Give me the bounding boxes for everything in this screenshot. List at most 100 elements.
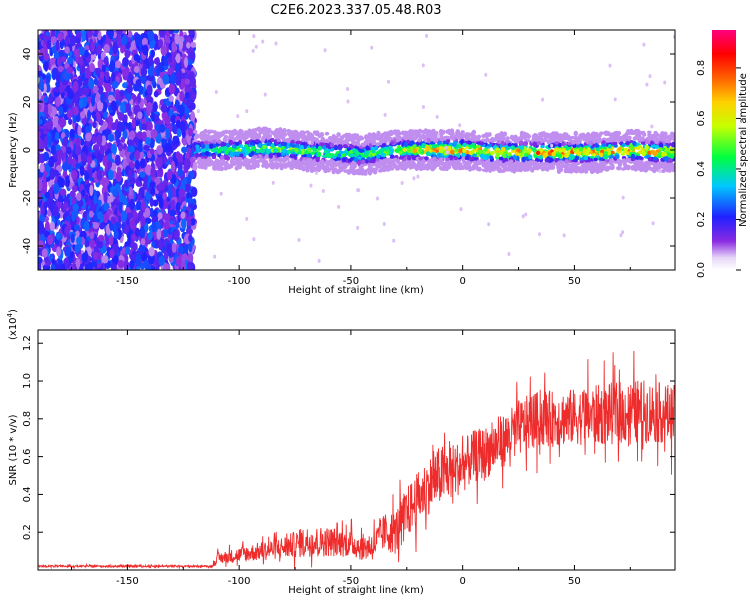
noise-cell — [40, 205, 45, 216]
band-cell — [343, 144, 348, 148]
band-cell — [526, 134, 532, 139]
noise-cell — [187, 253, 194, 263]
noise-cell — [148, 246, 155, 257]
noise-cell — [155, 157, 163, 168]
band-cell — [613, 160, 618, 164]
noise-cell — [78, 98, 84, 109]
band-cell — [521, 156, 526, 162]
noise-cell — [134, 227, 141, 238]
noise-cell — [66, 30, 72, 36]
noise-cell — [146, 264, 152, 270]
noise-cell — [163, 221, 170, 231]
noise-cell — [39, 48, 46, 56]
noise-cell — [38, 118, 43, 125]
noise-cell — [104, 83, 112, 93]
noise-cell — [65, 175, 70, 188]
noise-cell — [143, 144, 150, 151]
noise-cell — [60, 263, 66, 270]
noise-cell — [62, 137, 68, 147]
noise-cell — [116, 121, 123, 133]
noise-cell — [121, 35, 128, 46]
noise-cell — [39, 163, 45, 173]
noise-cell — [67, 56, 74, 65]
noise-cell — [160, 104, 167, 113]
noise-cell — [157, 212, 163, 220]
noise-cell — [77, 125, 82, 137]
noise-cell — [96, 44, 102, 55]
band-cell — [337, 144, 342, 150]
noise-cell — [119, 89, 125, 97]
noise-cell — [136, 200, 142, 211]
band-cell — [594, 167, 599, 174]
noise-cell — [107, 160, 113, 169]
noise-cell — [147, 30, 155, 42]
noise-cell — [76, 192, 82, 202]
noise-cell — [87, 30, 93, 38]
noise-cell — [129, 130, 136, 139]
band-cell — [367, 164, 373, 169]
noise-cell — [80, 152, 87, 163]
noise-cell — [55, 96, 61, 107]
noise-cell — [186, 63, 193, 71]
noise-cell — [69, 128, 76, 138]
band-cell — [355, 141, 361, 147]
noise-cell — [123, 179, 129, 189]
noise-cell — [175, 119, 181, 128]
noise-cell — [73, 224, 81, 231]
noise-cell — [162, 73, 170, 85]
noise-cell — [49, 221, 55, 232]
noise-cell — [103, 191, 108, 204]
noise-cell — [132, 137, 140, 144]
noise-cell — [78, 87, 84, 97]
noise-cell — [129, 218, 136, 230]
noise-cell — [58, 50, 64, 57]
band-cell — [213, 166, 218, 171]
noise-cell — [104, 71, 110, 81]
noise-cell — [96, 240, 104, 249]
noise-cell — [53, 52, 60, 59]
noise-cell — [172, 30, 180, 34]
noise-cell — [46, 234, 54, 245]
noise-cell — [118, 144, 123, 152]
noise-cell — [50, 144, 56, 155]
noise-cell — [110, 100, 117, 112]
noise-cell — [158, 255, 165, 266]
noise-cell — [158, 30, 166, 38]
noise-cell — [158, 62, 164, 72]
noise-cell — [187, 174, 192, 185]
noise-cell — [102, 120, 108, 130]
band-cell — [243, 160, 249, 165]
noise-cell — [132, 83, 140, 92]
noise-cell — [135, 180, 143, 187]
noise-cell — [78, 56, 84, 66]
noise-cell — [146, 101, 153, 113]
noise-cell — [188, 234, 193, 243]
band-cell — [234, 161, 239, 166]
noise-cell — [89, 239, 96, 249]
noise-cell — [122, 57, 130, 66]
noise-cell — [45, 120, 53, 130]
noise-cell — [59, 85, 65, 93]
noise-cell — [117, 259, 125, 269]
band-cell — [266, 141, 271, 147]
noise-cell — [82, 87, 90, 96]
noise-cell — [123, 114, 128, 122]
noise-cell — [181, 129, 186, 139]
noise-cell — [38, 139, 43, 150]
noise-cell — [69, 251, 75, 258]
band-cell — [547, 151, 552, 157]
noise-cell — [129, 259, 135, 270]
noise-cell — [118, 193, 126, 203]
noise-cell — [79, 111, 86, 119]
band-cell — [573, 130, 578, 137]
noise-cell — [72, 185, 78, 193]
noise-cell — [155, 57, 160, 66]
noise-cell — [90, 41, 95, 53]
noise-cell — [149, 181, 156, 188]
noise-cell — [64, 128, 69, 140]
noise-cell — [183, 244, 189, 255]
noise-cell — [98, 234, 105, 242]
noise-cell — [66, 109, 73, 119]
noise-cell — [177, 168, 183, 177]
noise-cell — [169, 209, 177, 217]
